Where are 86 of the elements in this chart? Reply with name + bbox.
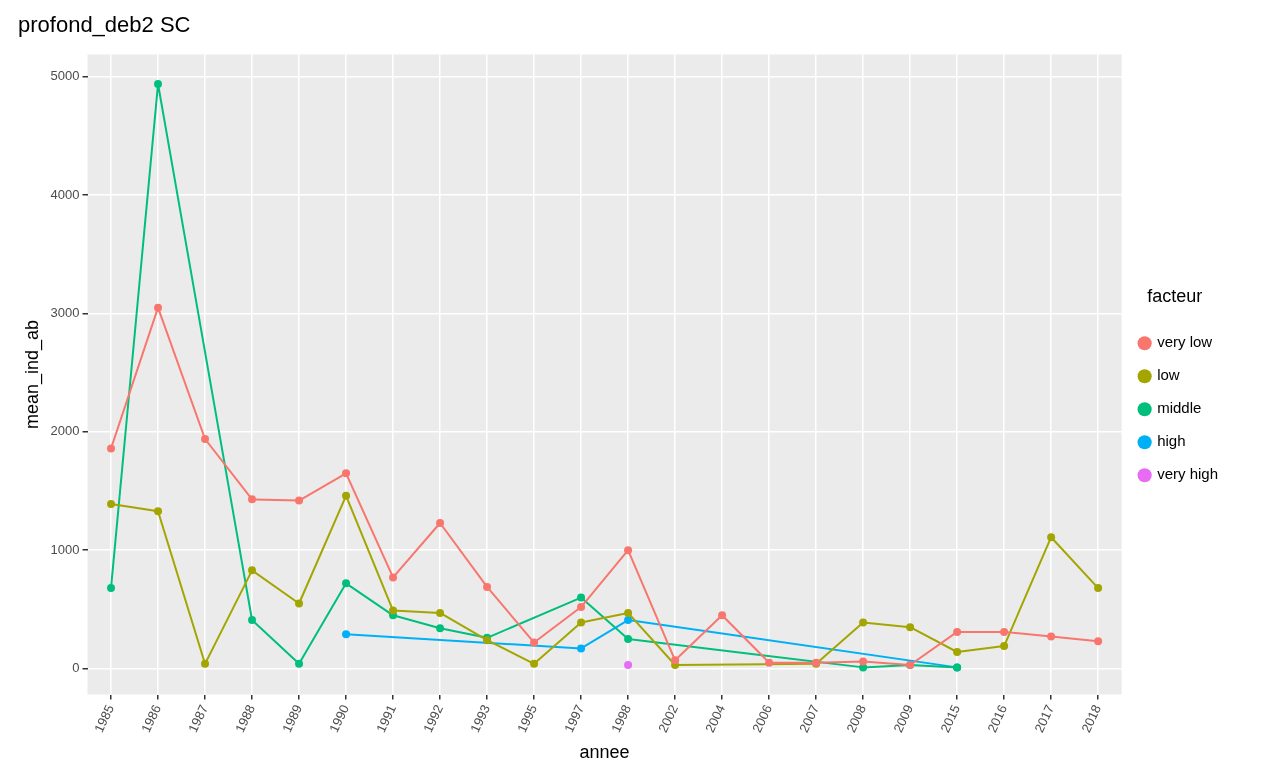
point bbox=[953, 627, 962, 636]
point bbox=[718, 611, 727, 620]
point bbox=[389, 606, 398, 615]
x-tick-label: 1993 bbox=[467, 702, 494, 735]
point bbox=[248, 566, 257, 575]
point bbox=[1094, 584, 1103, 593]
point bbox=[154, 303, 163, 312]
point bbox=[859, 618, 868, 627]
x-tick-label: 1985 bbox=[91, 702, 117, 735]
legend-label: very high bbox=[1157, 465, 1219, 483]
point bbox=[1094, 637, 1103, 646]
point bbox=[624, 608, 633, 617]
x-tick-label: 1997 bbox=[561, 702, 588, 735]
point bbox=[1047, 533, 1056, 542]
y-tick-label: 2000 bbox=[50, 423, 80, 439]
x-tick-label: 1995 bbox=[514, 702, 541, 735]
point bbox=[107, 584, 116, 593]
point bbox=[530, 638, 539, 647]
point bbox=[107, 444, 116, 453]
point bbox=[389, 573, 398, 582]
point bbox=[154, 79, 163, 88]
point bbox=[953, 648, 962, 656]
y-tick-label: 4000 bbox=[50, 186, 80, 202]
point bbox=[295, 496, 304, 505]
x-axis-title: annee bbox=[579, 742, 630, 763]
x-tick-label: 2004 bbox=[702, 702, 729, 735]
point bbox=[201, 434, 210, 443]
point bbox=[530, 659, 539, 668]
legend-label: middle bbox=[1157, 399, 1202, 417]
point bbox=[342, 491, 351, 500]
x-tick-label: 1990 bbox=[326, 702, 353, 735]
x-tick-label: 1989 bbox=[279, 702, 306, 735]
x-tick-label: 2016 bbox=[984, 702, 1011, 735]
x-tick-label: 2009 bbox=[890, 702, 917, 735]
x-tick-label: 1998 bbox=[608, 702, 635, 735]
x-tick-label: 1992 bbox=[420, 702, 447, 735]
point bbox=[342, 630, 351, 639]
x-tick-label: 1986 bbox=[138, 702, 164, 735]
point bbox=[436, 519, 445, 528]
point bbox=[201, 659, 210, 668]
point bbox=[248, 616, 257, 625]
y-tick-label: 0 bbox=[72, 660, 80, 676]
point bbox=[342, 469, 351, 478]
point bbox=[906, 623, 915, 632]
point bbox=[1047, 632, 1056, 641]
y-tick-label: 5000 bbox=[50, 68, 80, 84]
point bbox=[859, 657, 868, 666]
legend-label: low bbox=[1157, 366, 1180, 384]
point bbox=[436, 624, 445, 633]
point bbox=[577, 593, 586, 602]
chart-title: profond_deb2 SC bbox=[18, 12, 191, 38]
y-tick-label: 3000 bbox=[50, 305, 80, 321]
point bbox=[671, 656, 680, 665]
x-tick-label: 2008 bbox=[843, 702, 870, 735]
point bbox=[624, 634, 633, 643]
x-tick-label: 2017 bbox=[1031, 702, 1058, 735]
point bbox=[1000, 627, 1009, 636]
point bbox=[577, 603, 586, 612]
x-tick-label: 1991 bbox=[373, 702, 400, 735]
point bbox=[248, 495, 257, 504]
x-tick-label: 2007 bbox=[796, 702, 823, 735]
point bbox=[1000, 642, 1009, 651]
legend-title: facteur bbox=[1147, 286, 1203, 307]
point bbox=[624, 546, 633, 555]
point bbox=[295, 599, 304, 608]
y-axis-title: mean_ind_ab bbox=[21, 319, 43, 430]
point bbox=[436, 608, 445, 617]
x-tick-label: 2006 bbox=[749, 702, 776, 735]
x-tick-label: 2002 bbox=[655, 702, 682, 735]
x-tick-label: 2015 bbox=[937, 702, 964, 735]
legend-label: very low bbox=[1157, 333, 1213, 351]
x-tick-label: 1988 bbox=[232, 702, 258, 735]
point bbox=[577, 618, 586, 627]
x-tick-label: 2018 bbox=[1078, 702, 1105, 735]
y-tick-label: 1000 bbox=[50, 541, 80, 557]
point bbox=[154, 507, 163, 516]
point bbox=[624, 661, 633, 670]
legend-label: high bbox=[1157, 432, 1186, 450]
point bbox=[765, 658, 774, 667]
point bbox=[107, 500, 116, 509]
point bbox=[483, 582, 492, 591]
point bbox=[342, 579, 351, 588]
x-tick-label: 1987 bbox=[185, 702, 211, 735]
point bbox=[577, 644, 586, 653]
point bbox=[624, 616, 633, 625]
point bbox=[295, 659, 304, 668]
